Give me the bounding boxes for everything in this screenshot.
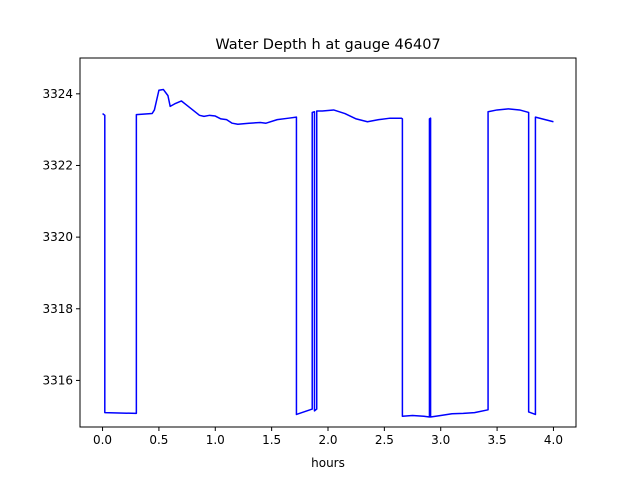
x-tick-label: 3.5 — [488, 433, 507, 447]
y-tick-label: 3322 — [42, 158, 73, 172]
x-tick-label: 3.0 — [431, 433, 450, 447]
y-tick-label: 3316 — [42, 373, 73, 387]
x-tick-label: 4.0 — [544, 433, 563, 447]
chart-title: Water Depth h at gauge 46407 — [215, 37, 440, 53]
y-tick-label: 3320 — [42, 230, 73, 244]
x-tick-label: 2.5 — [375, 433, 394, 447]
x-axis-label: hours — [311, 456, 345, 470]
x-tick-label: 1.0 — [206, 433, 225, 447]
plot-content — [102, 88, 554, 418]
y-tick-label: 3318 — [42, 302, 73, 316]
x-tick-label: 0.5 — [149, 433, 168, 447]
series-line-1 — [102, 88, 554, 418]
y-tick-label: 3324 — [42, 87, 73, 101]
axes: 0.0 0.5 1.0 1.5 2.0 2.5 3.0 3.5 4.0 3316 3318 3320 3… — [42, 57, 577, 447]
x-tick-label: 2.0 — [318, 433, 337, 447]
x-tick-label: 0.0 — [93, 433, 112, 447]
x-tick-label: 1.5 — [262, 433, 281, 447]
